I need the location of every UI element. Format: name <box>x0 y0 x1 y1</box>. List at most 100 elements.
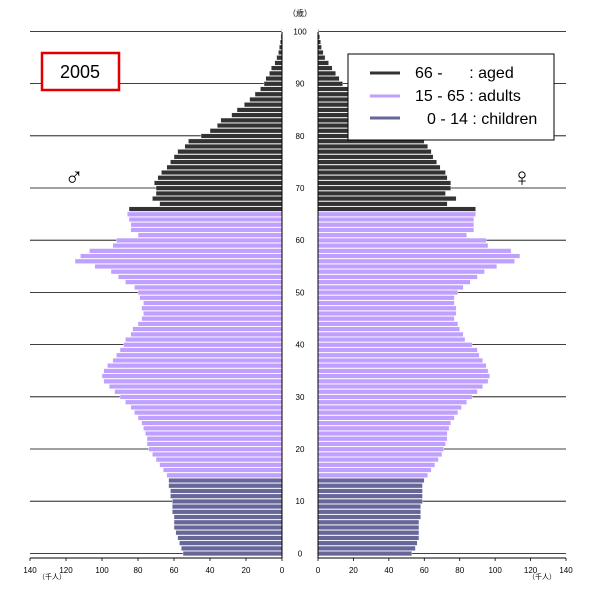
bar-female-age-35 <box>317 368 489 374</box>
x-tick-right-0: 0 <box>316 566 321 575</box>
bar-female-age-66 <box>317 206 476 212</box>
bar-female-age-38 <box>317 352 480 358</box>
y-tick-50: 50 <box>296 288 305 297</box>
bar-male-age-23 <box>144 431 283 437</box>
bar-female-age-20 <box>317 446 444 452</box>
bar-male-age-64 <box>128 216 283 223</box>
bar-female-age-73 <box>317 170 446 176</box>
bar-female-age-91 <box>317 76 340 82</box>
bar-female-age-0 <box>317 551 413 557</box>
bar-female-age-94 <box>317 60 329 66</box>
x-tick-left-0: 0 <box>280 566 285 575</box>
bar-female-age-19 <box>317 451 443 457</box>
bar-male-age-18 <box>155 457 283 463</box>
x-tick-left-40: 40 <box>206 566 215 575</box>
female-symbol: ♀ <box>512 162 532 192</box>
bar-female-age-57 <box>317 253 521 259</box>
legend: 66 - : aged 15 - 65 : adults 0 - 14 : ch… <box>347 53 555 141</box>
bar-female-age-74 <box>317 164 441 170</box>
bar-male-age-66 <box>128 206 283 212</box>
bar-male-age-53 <box>117 274 283 280</box>
y-tick-10: 10 <box>296 497 305 506</box>
bar-male-age-71 <box>153 180 283 186</box>
bar-female-age-31 <box>317 389 478 395</box>
x-tick-right-80: 80 <box>455 566 464 575</box>
bar-female-age-14 <box>317 478 425 484</box>
bar-male-age-60 <box>116 237 283 243</box>
year-box: 2005 <box>40 51 121 92</box>
bar-male-age-76 <box>173 154 283 160</box>
bar-female-age-54 <box>317 269 485 275</box>
bar-male-age-31 <box>114 389 283 395</box>
bar-male-age-96 <box>278 49 283 55</box>
y-tick-80: 80 <box>296 132 305 141</box>
bar-male-age-54 <box>110 269 283 275</box>
bar-male-age-63 <box>130 222 283 228</box>
bar-female-age-48 <box>317 300 455 306</box>
bar-male-age-58 <box>89 248 283 254</box>
x-tick-right-20: 20 <box>349 566 358 575</box>
y-tick-40: 40 <box>296 341 305 350</box>
bar-male-age-73 <box>161 170 283 176</box>
bar-female-age-24 <box>317 425 450 431</box>
bar-male-age-62 <box>130 227 283 233</box>
x-tick-left-140: 140 <box>23 566 37 575</box>
bar-female-age-27 <box>317 410 459 416</box>
bar-male-age-47 <box>141 305 283 311</box>
bar-male-age-50 <box>137 290 283 296</box>
bar-male-age-32 <box>108 384 283 390</box>
bar-male-age-45 <box>141 316 283 322</box>
bar-male-age-91 <box>265 76 283 82</box>
bar-female-age-33 <box>317 378 489 384</box>
bar-female-age-64 <box>317 216 475 223</box>
bar-male-age-61 <box>137 232 283 238</box>
x-tick-right-60: 60 <box>420 566 429 575</box>
x-tick-right-40: 40 <box>384 566 393 575</box>
bar-female-age-41 <box>317 337 466 343</box>
bar-female-age-55 <box>317 263 498 269</box>
bar-female-age-3 <box>317 535 420 541</box>
bar-female-age-6 <box>317 519 420 525</box>
x-tick-left-120: 120 <box>59 566 73 575</box>
male-symbol: ♂ <box>64 162 84 192</box>
bar-male-age-21 <box>146 441 283 447</box>
bar-female-age-22 <box>317 436 448 442</box>
x-tick-left-80: 80 <box>134 566 143 575</box>
bar-male-age-59 <box>112 243 283 249</box>
bar-female-age-7 <box>317 514 421 520</box>
bar-male-age-55 <box>94 263 283 269</box>
tick-labels: 0 0 20 20 40 40 60 60 80 80 100 100 120 120 140 140 0 10 2… <box>23 27 573 575</box>
bar-female-age-13 <box>317 483 423 489</box>
bar-male-age-48 <box>143 300 283 306</box>
x-tick-left-60: 60 <box>170 566 179 575</box>
x-tick-right-140: 140 <box>559 566 573 575</box>
bar-female-age-9 <box>317 504 421 510</box>
bar-female-age-30 <box>317 394 473 400</box>
bar-male-age-88 <box>254 91 283 97</box>
bar-female-age-58 <box>317 248 512 254</box>
bar-female-age-15 <box>317 472 429 478</box>
bar-female-age-26 <box>317 415 455 421</box>
bar-male-age-20 <box>148 446 283 452</box>
bar-male-age-3 <box>177 535 283 541</box>
bar-female-age-12 <box>317 488 423 494</box>
bar-female-age-5 <box>317 524 420 530</box>
y-tick-70: 70 <box>296 184 305 193</box>
bar-female-age-10 <box>317 498 423 504</box>
bar-male-age-13 <box>168 483 283 489</box>
bar-male-age-80 <box>200 133 283 139</box>
bar-male-age-43 <box>132 326 283 332</box>
bar-female-age-65 <box>317 211 476 217</box>
bar-male-age-22 <box>146 436 283 442</box>
bar-male-age-86 <box>243 102 283 108</box>
x-tick-right-120: 120 <box>524 566 538 575</box>
bar-female-age-29 <box>317 399 468 405</box>
bar-male-age-92 <box>269 70 283 76</box>
bar-male-age-16 <box>162 467 283 473</box>
legend-label-children: 0 - 14 : children <box>427 111 537 128</box>
bar-female-age-62 <box>317 227 475 233</box>
bar-male-age-44 <box>137 321 283 327</box>
bar-female-age-89 <box>317 86 351 92</box>
female-bars <box>317 29 521 557</box>
